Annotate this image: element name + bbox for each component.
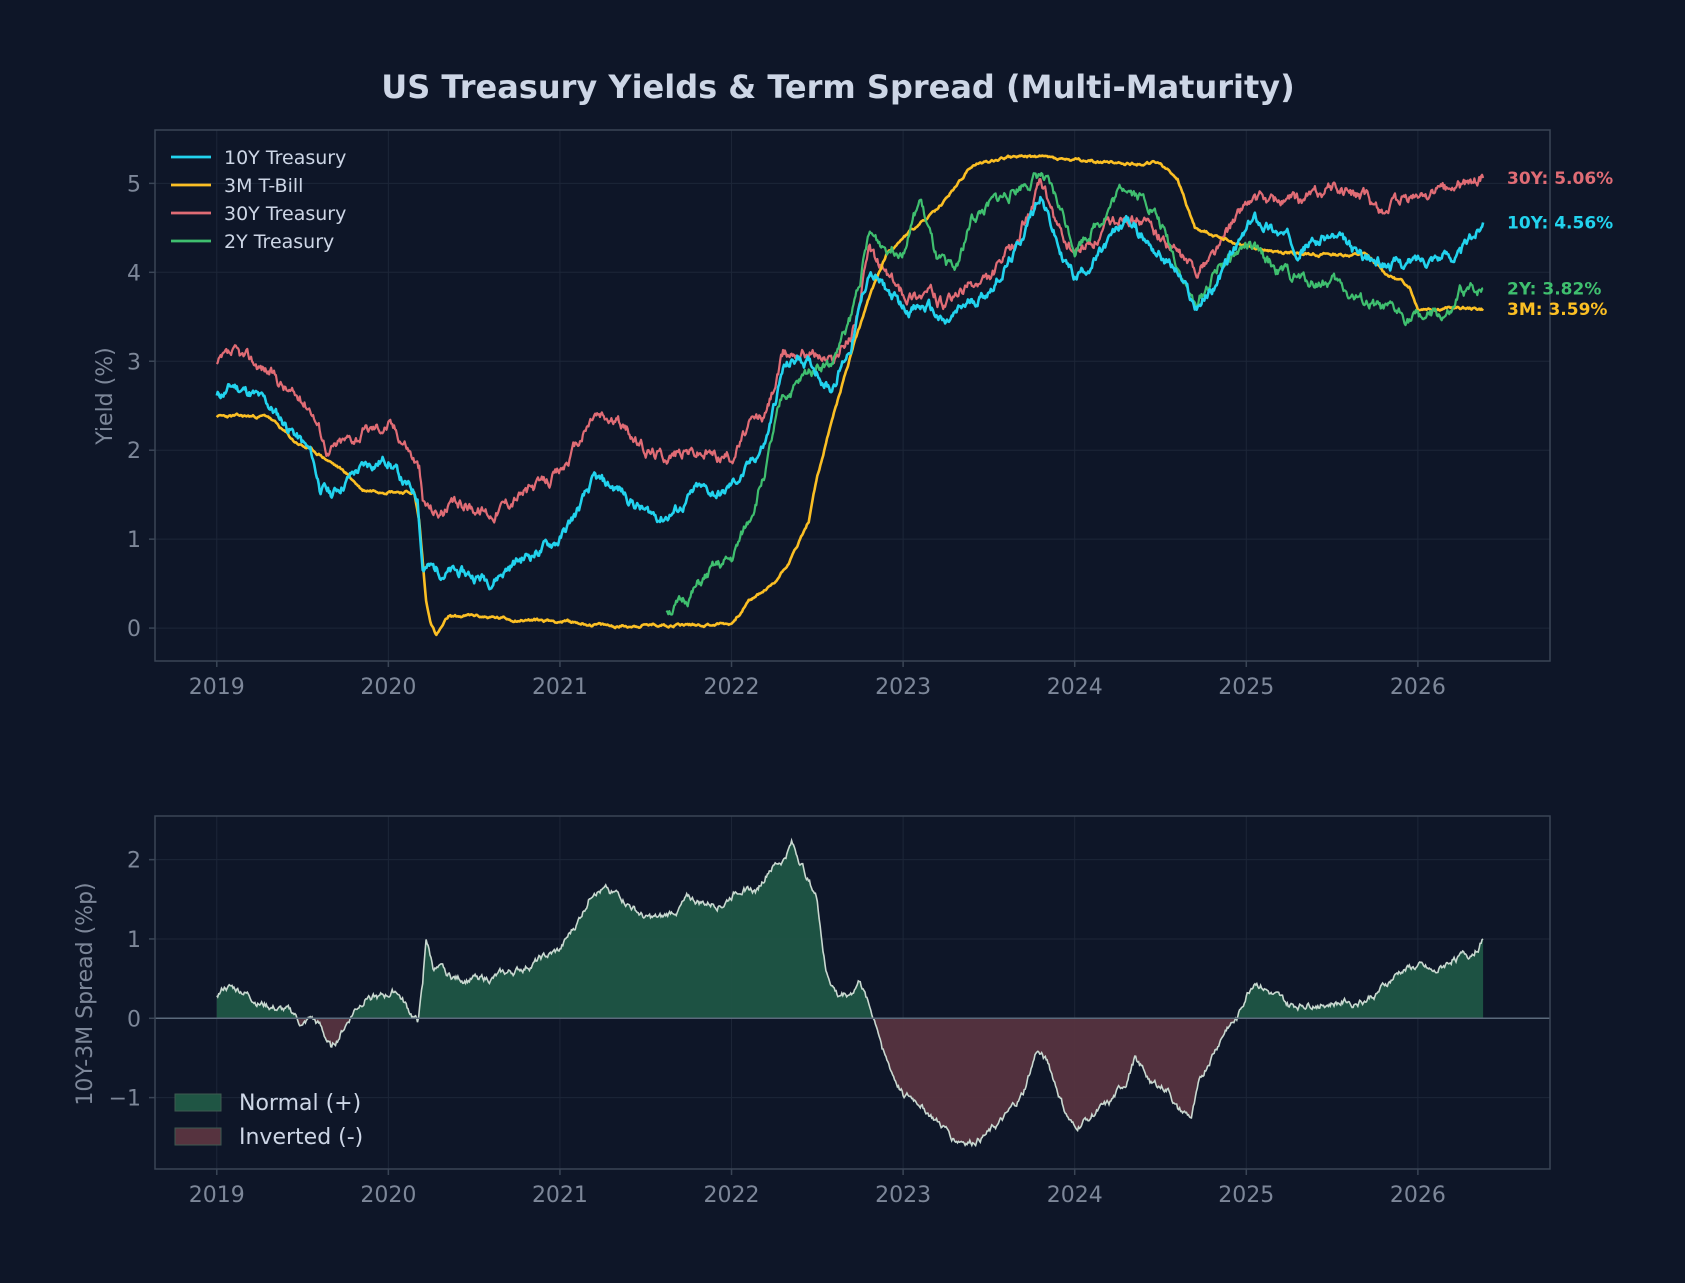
spread-xtick-2020: 2020 xyxy=(360,1183,416,1208)
spread-ytick-2: 2 xyxy=(127,849,141,874)
yield-gridlines xyxy=(155,130,1550,661)
spread-xtick-2019: 2019 xyxy=(189,1183,245,1208)
legend-label-inverted: Inverted (-) xyxy=(239,1125,363,1150)
series-line-10y-treasury xyxy=(215,195,1485,591)
legend-label-3m-t-bill: 3M T-Bill xyxy=(224,175,303,197)
yield-ytick-1: 1 xyxy=(127,528,141,553)
spread-ytick-1: 1 xyxy=(127,928,141,953)
spread-xtick-2021: 2021 xyxy=(532,1183,588,1208)
spread-xtick-2023: 2023 xyxy=(875,1183,931,1208)
spread-xtick-2025: 2025 xyxy=(1218,1183,1274,1208)
yield-y-ticks: 0 1 2 3 4 5 xyxy=(127,172,155,642)
yield-x-ticks: 2019 2020 2021 2022 2023 2024 2025 2026 xyxy=(189,661,1446,700)
yield-xtick-2022: 2022 xyxy=(704,675,760,700)
spread-xtick-2022: 2022 xyxy=(704,1183,760,1208)
spread-panel: 2019 2020 2021 2022 2023 2024 2025 2026 2 1 0 −1 1… xyxy=(73,815,1551,1208)
yield-xtick-2019: 2019 xyxy=(189,675,245,700)
yield-xtick-2020: 2020 xyxy=(360,675,416,700)
yield-ytick-2: 2 xyxy=(127,439,141,464)
end-label-30y-treasury: 30Y: 5.06% xyxy=(1507,169,1613,189)
spread-areas xyxy=(155,837,1550,1148)
series-line-2y-treasury xyxy=(665,172,1484,616)
legend-label-2y-treasury: 2Y Treasury xyxy=(224,231,334,253)
yield-xtick-2023: 2023 xyxy=(875,675,931,700)
legend-label-10y-treasury: 10Y Treasury xyxy=(224,147,346,169)
yield-xtick-2021: 2021 xyxy=(532,675,588,700)
yield-ytick-5: 5 xyxy=(127,172,141,197)
legend-swatch-normal xyxy=(174,1093,222,1112)
yield-legend: 10Y Treasury 3M T-Bill 30Y Treasury 2Y Trea… xyxy=(171,147,346,253)
spread-gridlines xyxy=(155,816,1550,1169)
yield-xtick-2024: 2024 xyxy=(1047,675,1103,700)
spread-ytick-0: 0 xyxy=(127,1007,141,1032)
yield-end-labels: 30Y: 5.06% 10Y: 4.56% 2Y: 3.82%3M: 3.59% xyxy=(1507,169,1613,320)
spread-ytick--1: −1 xyxy=(109,1087,141,1112)
spread-legend: Normal (+) Inverted (-) xyxy=(174,1091,363,1150)
spread-area-inverted xyxy=(216,1018,1484,1146)
legend-label-normal: Normal (+) xyxy=(239,1091,361,1116)
yield-ytick-4: 4 xyxy=(127,261,141,286)
end-label-10y-treasury: 10Y: 4.56% xyxy=(1507,214,1613,234)
yield-series-lines xyxy=(215,154,1485,637)
yield-plot-frame xyxy=(154,129,1551,662)
spread-xtick-2024: 2024 xyxy=(1047,1183,1103,1208)
legend-label-30y-treasury: 30Y Treasury xyxy=(224,203,346,225)
spread-x-ticks: 2019 2020 2021 2022 2023 2024 2025 2026 xyxy=(189,1169,1446,1208)
spread-xtick-2026: 2026 xyxy=(1390,1183,1446,1208)
yield-y-axis-label: Yield (%) xyxy=(93,347,118,445)
end-label-3m-t-bill: 3M: 3.59% xyxy=(1507,300,1607,320)
spread-y-axis-label: 10Y-3M Spread (%p) xyxy=(73,882,98,1105)
legend-swatch-inverted xyxy=(174,1127,222,1146)
end-label-2y-treasury: 2Y: 3.82% xyxy=(1507,279,1601,299)
yield-panel: 2019 2020 2021 2022 2023 2024 2025 2026 012345 … xyxy=(93,129,1613,700)
yield-xtick-2026: 2026 xyxy=(1390,675,1446,700)
yield-xtick-2025: 2025 xyxy=(1218,675,1274,700)
yield-ytick-0: 0 xyxy=(127,617,141,642)
chart-title: US Treasury Yields & Term Spread (Multi-… xyxy=(381,68,1295,106)
spread-plot-frame xyxy=(154,815,1551,1170)
spread-y-ticks: 2 1 0 −1 xyxy=(109,849,155,1112)
spread-line xyxy=(216,837,1484,1148)
spread-area-normal xyxy=(216,840,1484,1019)
series-line-3m-t-bill xyxy=(215,154,1485,637)
yield-ytick-3: 3 xyxy=(127,350,141,375)
series-line-30y-treasury xyxy=(215,173,1485,524)
